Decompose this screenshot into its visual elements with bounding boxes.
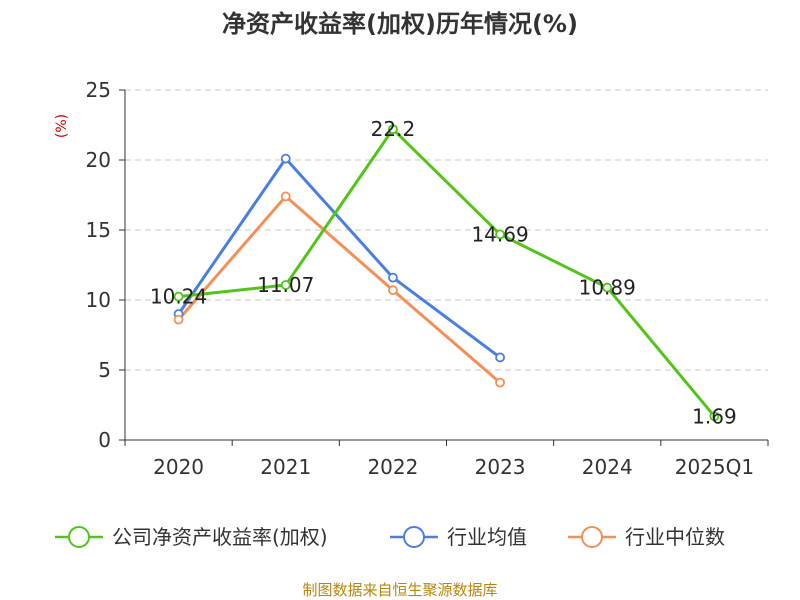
series-points — [173, 124, 720, 422]
data-point-s0 — [495, 229, 505, 240]
legend-marker — [403, 526, 425, 548]
y-tick-label: 20 — [86, 148, 111, 172]
series-line-1 — [177, 157, 501, 359]
x-tick-label: 2025Q1 — [675, 455, 754, 479]
y-tick-label: 10 — [86, 288, 111, 312]
data-point-s0 — [709, 411, 720, 422]
y-tick-label: 25 — [86, 78, 111, 102]
data-point-s1 — [280, 153, 291, 164]
legend-label: 行业中位数 — [625, 525, 725, 549]
axes — [124, 90, 768, 441]
data-point-s2 — [173, 314, 184, 325]
series-lines — [177, 127, 716, 418]
data-point-s0 — [173, 291, 184, 302]
data-point-s0 — [388, 124, 398, 135]
series-line-0 — [178, 127, 716, 418]
x-tick-label: 2023 — [475, 455, 526, 479]
legend: 公司净资产收益率(加权) 行业均值 行业中位数 — [55, 525, 725, 549]
y-axis-ticks: 0 5 10 15 20 25 — [86, 78, 125, 452]
data-labels: 10.24 11.07 22.2 14.69 10.89 1.69 — [150, 117, 737, 428]
data-label: 11.07 — [257, 273, 314, 297]
y-tick-label: 0 — [98, 428, 111, 452]
data-label: 14.69 — [471, 222, 528, 246]
y-tick-label: 5 — [98, 358, 111, 382]
y-tick-label: 15 — [86, 218, 111, 242]
data-point-s2 — [280, 191, 291, 202]
x-tick-label: 2024 — [582, 455, 633, 479]
data-label: 10.89 — [579, 276, 636, 300]
legend-label: 公司净资产收益率(加权) — [112, 525, 328, 549]
legend-marker — [68, 526, 90, 548]
data-point-s0 — [280, 280, 291, 290]
legend-label: 行业均值 — [447, 525, 527, 549]
x-tick-label: 2021 — [260, 455, 311, 479]
legend-marker — [581, 526, 603, 548]
chart-title: 净资产收益率(加权)历年情况(%) — [222, 10, 578, 38]
data-point-s1 — [388, 272, 398, 283]
data-label: 1.69 — [692, 404, 737, 428]
x-tick-label: 2022 — [367, 455, 418, 479]
data-label: 10.24 — [150, 285, 207, 309]
x-axis-ticks: 2020 2021 2022 2023 2024 2025Q1 — [124, 440, 769, 479]
data-point-s2 — [388, 285, 398, 296]
source-note: 制图数据来自恒生聚源数据库 — [302, 581, 497, 599]
data-point-s2 — [495, 377, 505, 388]
data-point-s0 — [602, 282, 613, 293]
data-label: 22.2 — [371, 117, 416, 141]
x-tick-label: 2020 — [153, 455, 204, 479]
series-line-2 — [177, 194, 502, 384]
y-axis-unit-label: (%) — [54, 114, 70, 138]
data-point-s1 — [495, 352, 505, 363]
gridlines — [125, 89, 768, 371]
